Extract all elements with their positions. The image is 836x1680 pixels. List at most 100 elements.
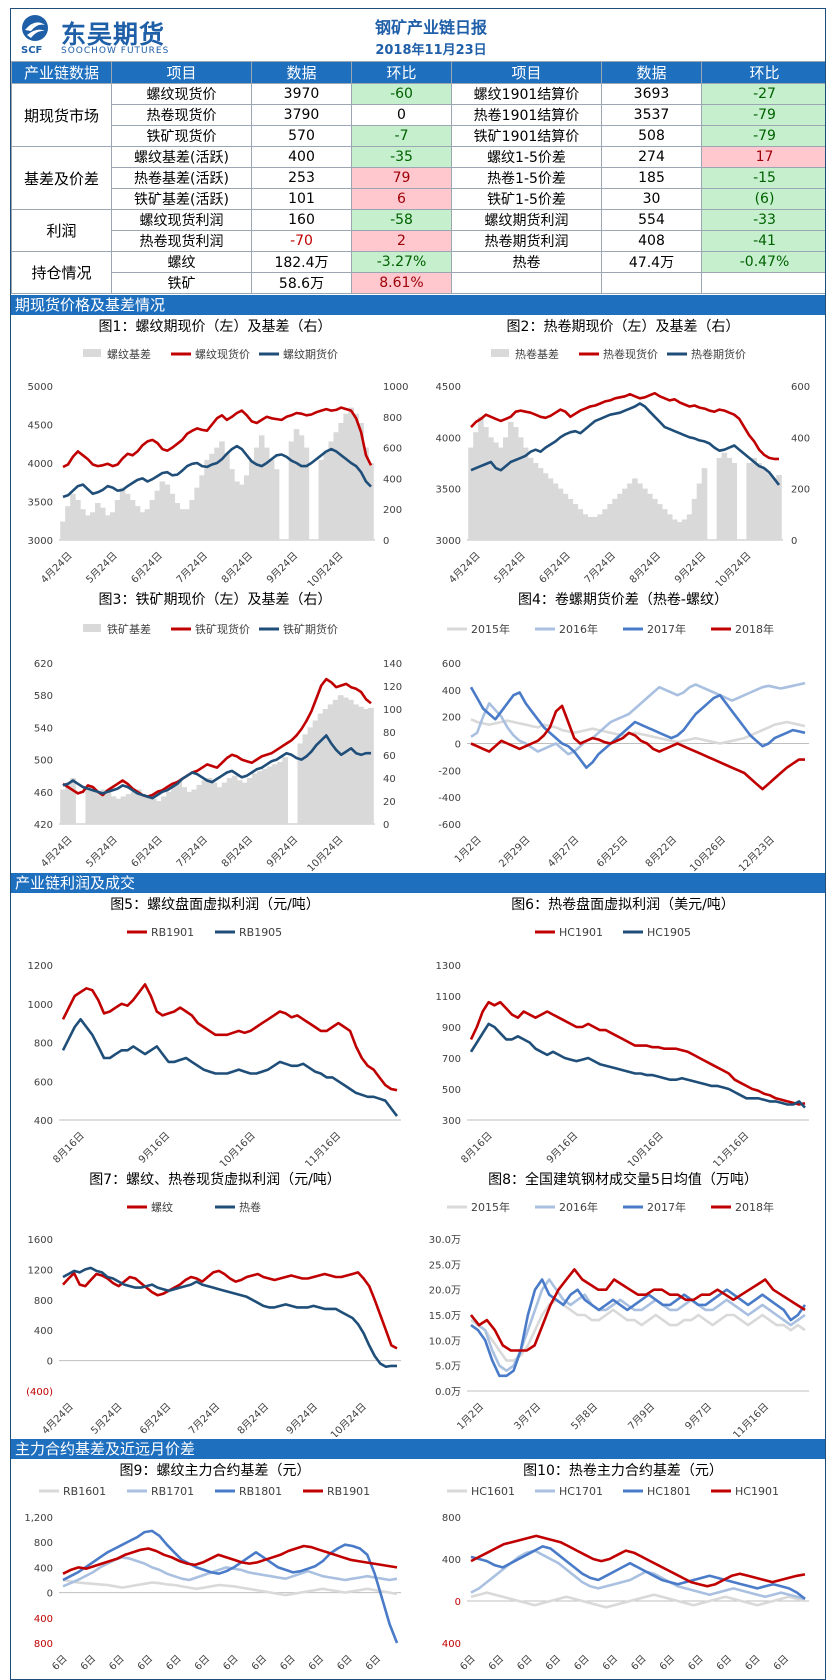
value-cell: 554 bbox=[601, 209, 702, 231]
change-cell: 6 bbox=[351, 188, 452, 210]
chart-title: 图3：铁矿期现价（左）及基差（右） bbox=[98, 592, 332, 608]
col-header: 环比 bbox=[351, 61, 452, 84]
basis-area-bar bbox=[342, 697, 349, 824]
x-tick-label: 6日 bbox=[250, 1653, 269, 1672]
chart-fig7: 图7：螺纹、热卷现货虚拟利润（元/吨） 螺纹 热卷 (400) 0 400 800 1200 1… bbox=[15, 1169, 415, 1437]
x-tick-label: 9月24日 bbox=[672, 550, 708, 586]
basis-area-bar bbox=[140, 794, 147, 824]
x-tick-label: 8月24日 bbox=[627, 550, 663, 586]
value-cell: 3790 bbox=[251, 104, 352, 126]
y2-tick-label: 1000 bbox=[383, 382, 408, 393]
x-tick-label: 10月24日 bbox=[328, 1401, 369, 1437]
x-tick-label: 6月24日 bbox=[129, 550, 165, 586]
chart-title: 图7：螺纹、热卷现货虚拟利润（元/吨） bbox=[89, 1172, 341, 1188]
basis-area-bar bbox=[176, 780, 182, 824]
basis-area-bar bbox=[244, 475, 250, 540]
basis-area-bar bbox=[159, 481, 166, 540]
x-tick-label: 11月16日 bbox=[303, 1130, 344, 1166]
chart-fig6: 图6：热卷盘面虚拟利润（美元/吨） HC1901 HC1905 300 500 700 90… bbox=[423, 894, 823, 1166]
change-cell: 17 bbox=[701, 146, 825, 168]
x-tick-label: 6日 bbox=[136, 1653, 155, 1672]
y-tick-label: 700 bbox=[442, 1054, 461, 1065]
basis-area-bar bbox=[347, 699, 354, 824]
basis-area-bar bbox=[154, 490, 161, 540]
x-tick-label: 6日 bbox=[193, 1653, 212, 1672]
basis-area-bar bbox=[297, 743, 304, 824]
item-cell: 热卷基差(活跃) bbox=[111, 167, 252, 189]
chart-svg: 铁矿基差 铁矿现货价 铁矿期货价 420 460 500 540 580 620 0 20 40 60 8… bbox=[34, 622, 402, 872]
item-cell: 热卷现货价 bbox=[111, 104, 252, 126]
basis-area-bar bbox=[312, 720, 319, 824]
value-cell: 400 bbox=[251, 146, 352, 168]
series-line bbox=[62, 1578, 398, 1597]
basis-area-bar bbox=[246, 778, 253, 824]
legend-label: 2016年 bbox=[559, 622, 598, 636]
change-cell: 8.61% bbox=[351, 272, 452, 294]
legend-swatch bbox=[83, 349, 101, 357]
basis-area-bar bbox=[473, 432, 479, 540]
value-cell: 274 bbox=[601, 146, 702, 168]
x-tick-label: 3月7日 bbox=[512, 1401, 544, 1433]
col-header: 环比 bbox=[701, 61, 825, 84]
chart-fig1: 图1：螺纹期现价（左）及基差（右） 螺纹基差 螺纹现货价 螺纹期货价 3000 3500 4… bbox=[15, 316, 415, 586]
y2-tick-label: 0 bbox=[791, 536, 797, 547]
chart-title: 图6：热卷盘面虚拟利润（美元/吨） bbox=[511, 897, 735, 913]
series-line bbox=[470, 681, 806, 756]
basis-area-bar bbox=[332, 699, 339, 824]
basis-area-bar bbox=[211, 782, 218, 824]
x-tick-label: 6月24日 bbox=[137, 1401, 173, 1437]
basis-area-bar bbox=[493, 442, 499, 540]
y-tick-label: (400) bbox=[26, 1387, 53, 1398]
y2-tick-label: 80 bbox=[383, 728, 396, 739]
basis-area-bar bbox=[761, 468, 767, 540]
y2-tick-label: 200 bbox=[383, 505, 402, 516]
basis-area-bar bbox=[642, 488, 648, 540]
table-row: 热卷现货利润 -70 2 热卷期货利润 408 -41 bbox=[12, 230, 825, 252]
chart-title: 图1：螺纹期现价（左）及基差（右） bbox=[98, 319, 332, 335]
x-tick-label: 4月24日 bbox=[447, 550, 483, 586]
legend-label: 2017年 bbox=[647, 1200, 686, 1214]
basis-area-bar bbox=[80, 509, 86, 540]
basis-area-bar bbox=[169, 493, 176, 540]
chart-title: 图10：热卷主力合约基差（元） bbox=[523, 1463, 723, 1479]
col-header: 数据 bbox=[251, 61, 352, 84]
group-label: 持仓情况 bbox=[11, 251, 112, 294]
basis-area-bar bbox=[119, 487, 126, 540]
basis-area-bar bbox=[257, 771, 263, 824]
basis-area-bar bbox=[338, 422, 344, 540]
basis-area-bar bbox=[60, 789, 66, 824]
x-tick-label: 10月24日 bbox=[305, 834, 346, 872]
x-tick-label: 5月24日 bbox=[89, 1401, 125, 1437]
basis-area-bar bbox=[517, 437, 524, 540]
x-tick-label: 5月24日 bbox=[84, 550, 120, 586]
basis-area-bar bbox=[716, 457, 723, 540]
basis-area-bar bbox=[647, 493, 653, 540]
legend-label: 2015年 bbox=[471, 1200, 510, 1214]
item-cell: 铁矿现货价 bbox=[111, 125, 252, 147]
x-tick-label: 9月7日 bbox=[683, 1401, 715, 1433]
y-tick-label: 0 bbox=[47, 1589, 53, 1600]
basis-area-bar bbox=[348, 407, 354, 540]
value-cell bbox=[601, 272, 702, 294]
basis-area-bar bbox=[607, 504, 613, 540]
logo-chinese-name: 东吴期货 bbox=[61, 20, 166, 49]
x-tick-label: 8月16日 bbox=[459, 1130, 495, 1166]
group-label: 基差及价差 bbox=[11, 146, 112, 210]
x-tick-label: 9月24日 bbox=[264, 834, 300, 870]
section-title: 主力合约基差及近远月价差 bbox=[11, 1439, 825, 1459]
legend-label: RB1801 bbox=[239, 1485, 282, 1498]
basis-area-bar bbox=[592, 516, 598, 540]
basis-area-bar bbox=[181, 787, 188, 824]
basis-area-bar bbox=[209, 453, 215, 540]
basis-area-bar bbox=[149, 499, 156, 540]
basis-area-bar bbox=[353, 704, 359, 824]
change-cell: 79 bbox=[351, 167, 452, 189]
y2-tick-label: 400 bbox=[791, 433, 810, 444]
basis-area-bar bbox=[721, 452, 728, 540]
basis-area-bar bbox=[267, 766, 273, 824]
series-line bbox=[62, 1269, 398, 1350]
legend-label: 热卷现货价 bbox=[603, 347, 658, 361]
basis-area-bar bbox=[196, 784, 203, 824]
y-tick-label: 800 bbox=[34, 1639, 53, 1650]
x-tick-label: 5月8日 bbox=[569, 1401, 601, 1433]
